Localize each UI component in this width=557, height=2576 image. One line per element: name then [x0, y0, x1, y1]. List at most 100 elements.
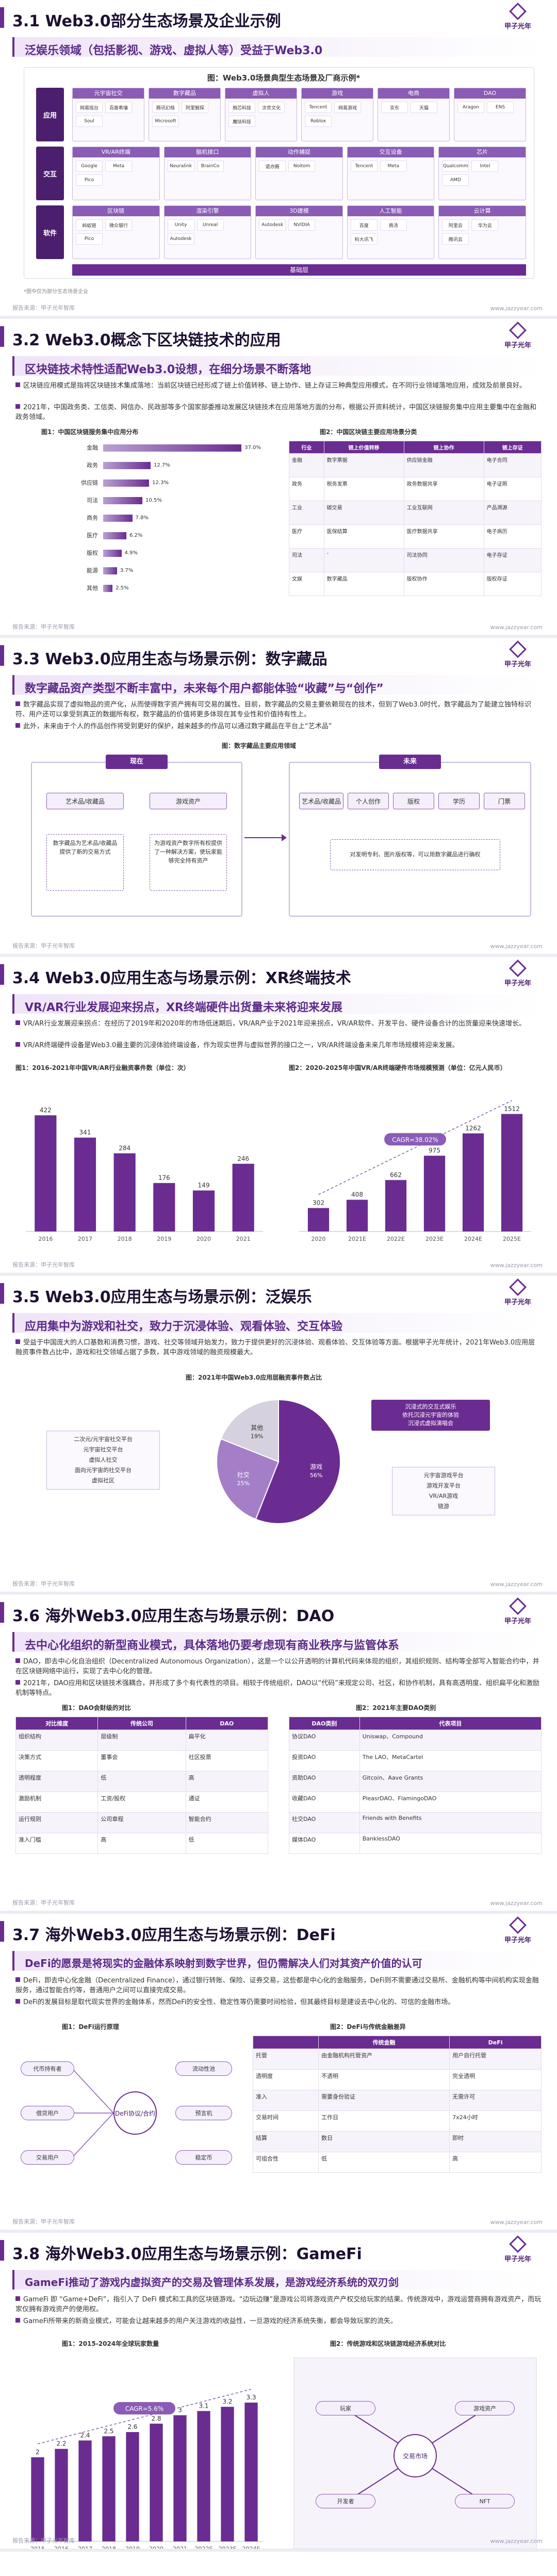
subtitle-bar [12, 1951, 542, 1971]
logo-diamond-icon [509, 3, 527, 20]
subtitle-bar [12, 37, 542, 57]
table-cell: 医疗数据共享 [403, 524, 484, 549]
table-row: 准入 需要身份验证 无需许可 [252, 2090, 542, 2111]
slide-title: 3.1 Web3.0部分生态场景及企业示例 [12, 12, 281, 30]
paragraph-1: 区块链应用模式是指将区块链技术集成落地：当前区块链已经形成了链上价值转移、链上协… [15, 381, 542, 391]
tag-item: 虚拟人社交 [89, 1457, 118, 1463]
company-grid: Tencent 网易游戏 Roblox [302, 99, 373, 130]
table-header-row: 对比维度 传统公司 DAO [15, 1717, 269, 1730]
company-logo: 华为云 [471, 219, 499, 231]
footer-url: www.jazzyear.com [490, 2538, 543, 2545]
category-head: 人工智能 [347, 206, 434, 216]
table-header: 行业 [289, 441, 324, 454]
table-header: 链上存证 [483, 441, 542, 454]
table-header [252, 2036, 319, 2049]
table-cell: Gitcoin、Aave Grants [359, 1771, 542, 1792]
row-label: 应用 [36, 88, 64, 141]
table-header: 传统金融 [318, 2036, 450, 2049]
bar-value: 6.2% [129, 533, 143, 538]
category-head: 虚拟人 [225, 88, 297, 99]
brand-logo: 甲子光年 [493, 1597, 543, 1625]
subtitle-bar [12, 2270, 542, 2290]
slide-title: 3.8 海外Web3.0应用生态与场景示例：GameFi [12, 2245, 362, 2263]
x-tick-label: 2018 [102, 2546, 116, 2552]
bar-value-label: 2.8 [151, 2415, 161, 2422]
table-row: 协议DAO Uniswap、Compound [289, 1730, 542, 1751]
paragraph-text: 受益于中国庞大的人口基数和消费习惯，游戏、社交等领域开始发力，致力于提供更好的沉… [15, 1339, 535, 1356]
logo-diamond-icon [509, 1916, 527, 1934]
category-box: 虚拟人 相芯科技 次世文化 魔珐科技 [225, 88, 297, 141]
x-tick-label: 2021 [173, 2546, 187, 2552]
category-box: 芯片 Qualcomm Intel AMD [438, 147, 526, 200]
category-head: 电商 [378, 88, 449, 99]
company-logo: Autodesk [259, 219, 286, 231]
slide-xr: 3.4 Web3.0应用生态与场景示例：XR终端技术 甲子光年 VR/AR行业发… [0, 957, 557, 1276]
company-logo: 网易游戏 [334, 102, 361, 113]
bar [103, 515, 133, 522]
company-logo: BrainCo [196, 161, 224, 172]
bullet-icon [15, 723, 20, 728]
brand-logo: 甲子光年 [493, 3, 543, 30]
paragraph-1: 受益于中国庞大的人口基数和消费习惯，游戏、社交等领域开始发力，致力于提供更好的沉… [15, 1338, 542, 1357]
table-cell: 医保结算 [323, 524, 404, 549]
company-logo: Google [76, 161, 103, 172]
bar-label: 商务 [87, 515, 98, 521]
company-logo: Noitom [288, 161, 316, 172]
table-row: 文娱 数字藏品 版权协作 版权存证 [289, 572, 542, 596]
category-box: VR/AR终端 Google Meta Pico [72, 147, 160, 200]
pie-value-label: 25% [237, 1480, 249, 1487]
table-row: 运行规则 公司章程 智能合约 [15, 1812, 269, 1833]
slide-subtitle: 应用集中为游戏和社交，致力于沉浸体验、观看体验、交互体验 [25, 1320, 343, 1333]
landscape-frame [24, 67, 534, 279]
company-logo: Unity [167, 219, 194, 231]
bullet-icon [15, 1977, 20, 1982]
bar-label: 政务 [87, 462, 98, 469]
bar-value: 37.0% [244, 445, 261, 451]
company-logo: 次世文化 [258, 102, 285, 113]
company-logo: Pico [76, 233, 103, 245]
figure-caption: 图1：2016-2021年中国VR/AR行业融资事件数（单位：次） [15, 1064, 190, 1071]
x-tick-label: 2024E [242, 2546, 260, 2552]
tag-item: 依托沉浸元宇宙的体验 [402, 1412, 459, 1418]
table-cell: 版权协作 [403, 572, 484, 596]
bullet-icon [15, 1020, 20, 1025]
social-tag-list: 二次元/元宇宙社交平台 元宇宙社交平台 虚拟人社交 面向元宇宙的社交平台 虚拟社区 [46, 1431, 160, 1490]
brand-name: 甲子光年 [504, 1937, 531, 1944]
paragraph-text: GameFi所带来的新商业模式，可能会让越来越多的用户关注游戏的收益性，一旦游戏… [23, 2317, 397, 2325]
footnote: *图中仅为部分生态场景企业 [24, 289, 88, 295]
paragraph-text: 此外，未来由于个人的作品创作将受到更好的保护，越来越多的作品可以通过数字藏品在平… [23, 723, 332, 730]
table-cell: 媒体DAO [289, 1833, 360, 1854]
slide-title: 3.7 海外Web3.0应用生态与场景示例：DeFi [12, 1926, 336, 1944]
figure-caption: 图2：中国区块链主要应用场景分类 [320, 428, 417, 436]
table-header: 链上协作 [403, 441, 484, 454]
slide-subtitle: VR/AR行业发展迎来拐点，XR终端硬件出货量未来将迎来发展 [25, 1001, 342, 1014]
table-cell: 通证 [185, 1791, 269, 1813]
table-cell: - [323, 548, 404, 572]
bar-value-label: 1512 [504, 1105, 520, 1112]
table-row: 激励机制 工资/股权 通证 [15, 1791, 269, 1813]
table-cell: 工作日 [318, 2110, 450, 2132]
figure-caption: 图2：DeFi与传统金融差异 [330, 2023, 406, 2030]
table-cell: 版权存证 [483, 572, 542, 596]
bar-chart-financing: 422 2016 341 2017 284 2018 176 2019 149 2020 246 20… [26, 1107, 263, 1242]
bullet-icon [15, 701, 20, 706]
subtitle-bar [12, 356, 542, 376]
bar-row: 供应链 12.3% [15, 477, 268, 489]
table-cell: 组织结构 [15, 1730, 99, 1751]
gamefi-node: 玩家 [316, 2401, 375, 2415]
company-grid: 百度 商汤 科大讯飞 [348, 216, 434, 248]
slide-title: 3.5 Web3.0应用生态与场景示例：泛娱乐 [12, 1288, 312, 1306]
defi-center: DeFi协议/合约 [113, 2091, 157, 2135]
bar-value-label: 246 [237, 1155, 249, 1162]
bar [173, 2415, 187, 2541]
bar-row: 商务 7.8% [15, 512, 268, 524]
brand-name: 甲子光年 [504, 1299, 531, 1306]
company-logo: Intel [471, 161, 499, 172]
table-header: 代表项目 [359, 1717, 542, 1730]
company-grid: 京东 天猫 [378, 99, 449, 116]
bar-value-label: 284 [119, 1145, 130, 1152]
category-box: 云计算 阿里云 华为云 腾讯云 [438, 205, 526, 259]
row-label: 交互 [36, 147, 64, 200]
table-row: 投资DAO The LAO、MetaCartel [289, 1750, 542, 1771]
x-tick-label: 2019 [125, 2546, 140, 2552]
